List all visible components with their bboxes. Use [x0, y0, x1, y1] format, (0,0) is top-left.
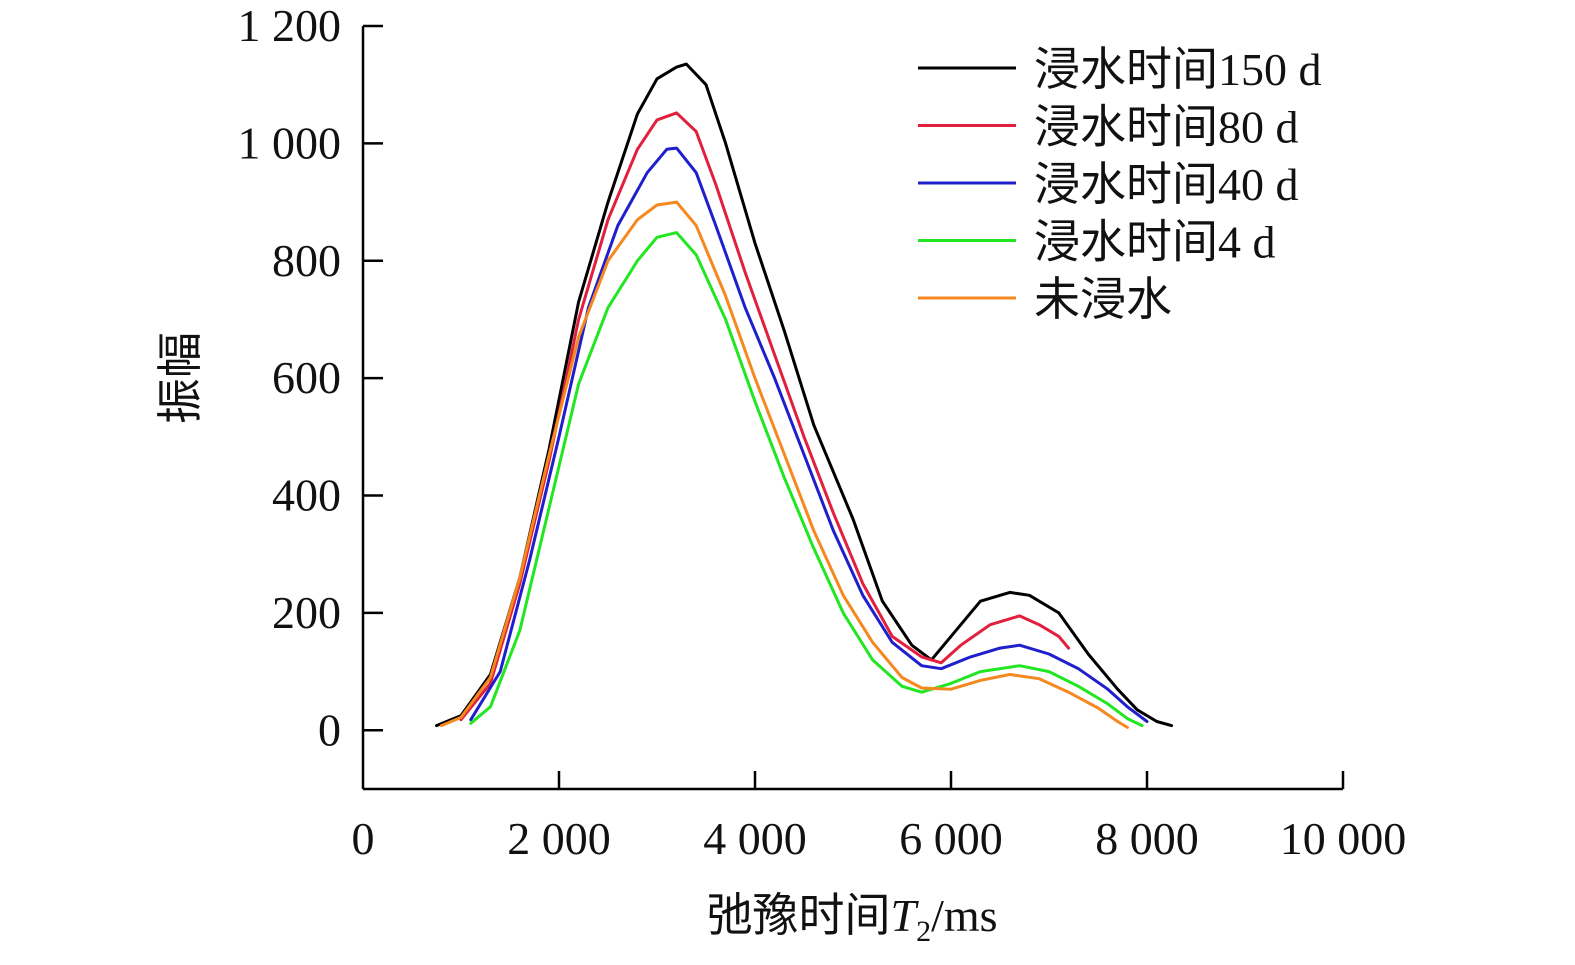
y-tick-label: 1 200 [238, 0, 342, 51]
x-tick-label: 6 000 [899, 813, 1003, 864]
x-tick-label: 10 000 [1280, 813, 1407, 864]
legend-label-1: 浸水时间80 d [1034, 102, 1299, 153]
series-line-4 [439, 200, 1129, 729]
y-tick-label: 400 [272, 470, 341, 521]
x-tick-label: 0 [352, 813, 375, 864]
legend-label-2: 浸水时间40 d [1034, 159, 1299, 210]
legend-label-0: 浸水时间150 d [1034, 44, 1322, 95]
x-tick-label: 2 000 [507, 813, 611, 864]
y-tick-label: 800 [272, 235, 341, 286]
y-tick-label: 0 [318, 704, 341, 755]
series-line-2 [469, 146, 1149, 723]
x-axis-title-subscript: 2 [916, 915, 931, 948]
x-tick-label: 8 000 [1095, 813, 1199, 864]
series-line-1 [459, 111, 1071, 722]
x-axis-title: 弛豫时间T2/ms [706, 890, 997, 948]
x-axis-title-unit: /ms [931, 890, 997, 941]
x-ticks: 0 2 000 4 000 6 000 8 000 10 000 [352, 771, 1407, 864]
x-axis-title-text: 弛豫时间 [706, 890, 890, 941]
y-tick-label: 1 000 [238, 117, 342, 168]
y-tick-label: 600 [272, 352, 341, 403]
legend-label-3: 浸水时间4 d [1034, 217, 1276, 268]
x-axis-title-symbol: T [890, 890, 919, 941]
series-line-3 [469, 231, 1144, 728]
x-tick-label: 4 000 [703, 813, 807, 864]
legend-label-4: 未浸水 [1034, 274, 1172, 325]
plot-area: 0 200 400 600 800 1 000 1 200 0 2 000 4 000 6 000… [238, 0, 1407, 864]
legend: 浸水时间150 d 浸水时间80 d 浸水时间40 d 浸水时间4 d 未浸水 [918, 44, 1322, 325]
y-axis-title: 振幅 [155, 332, 206, 424]
series-lines [435, 62, 1173, 729]
y-ticks: 0 200 400 600 800 1 000 1 200 [238, 0, 383, 755]
series-line-0 [435, 62, 1173, 728]
y-tick-label: 200 [272, 587, 341, 638]
